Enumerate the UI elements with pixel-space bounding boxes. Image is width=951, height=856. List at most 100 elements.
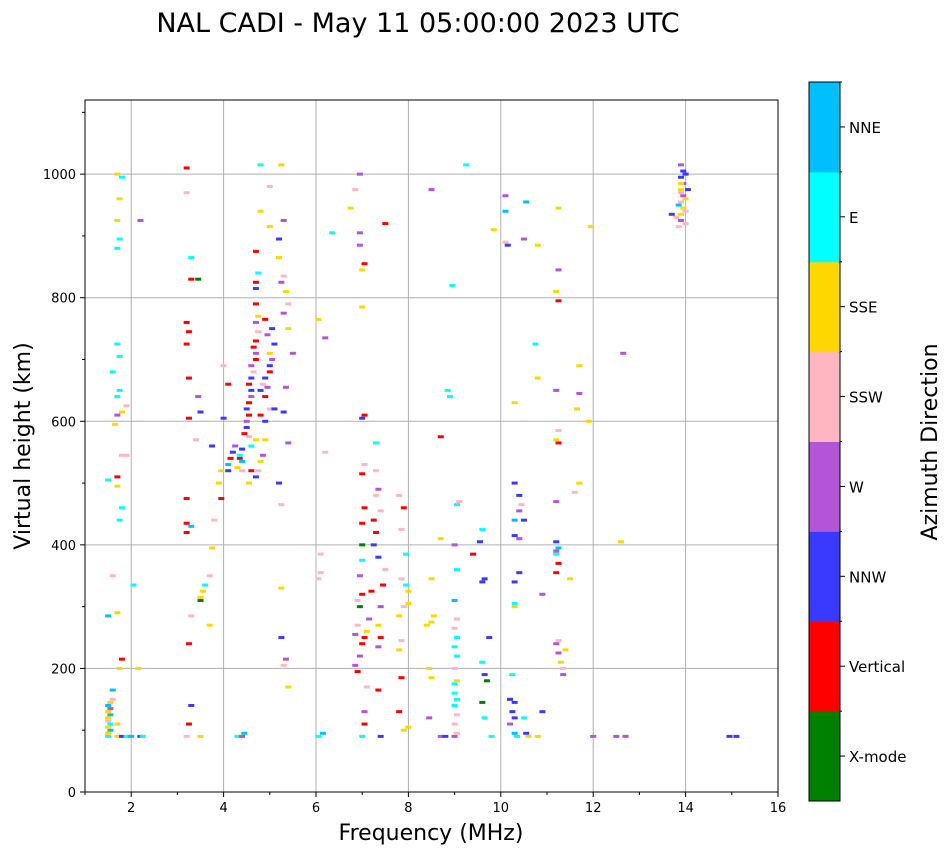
echo-point <box>620 351 627 355</box>
echo-point <box>183 166 190 170</box>
echo-point <box>361 413 368 417</box>
echo-point <box>278 163 285 167</box>
echo-point <box>511 481 518 485</box>
echo-point <box>534 734 541 738</box>
echo-point <box>511 534 518 538</box>
echo-point <box>375 623 382 627</box>
echo-point <box>105 719 112 723</box>
echo-point <box>266 225 273 229</box>
colorbar-label: SSE <box>849 299 878 317</box>
x-tick-label: 6 <box>312 801 320 816</box>
echo-point <box>109 574 116 578</box>
echo-point <box>366 617 373 621</box>
echo-point <box>449 283 456 287</box>
echo-point <box>352 188 359 192</box>
echo-point <box>430 614 437 618</box>
echo-point <box>209 546 216 550</box>
echo-point <box>361 262 368 266</box>
echo-point <box>118 506 125 510</box>
echo-point <box>248 395 255 399</box>
echo-point <box>239 734 246 738</box>
echo-point <box>555 561 562 565</box>
colorbar-segment <box>809 351 840 442</box>
echo-point <box>206 623 213 627</box>
echo-point <box>183 734 190 738</box>
echo-point <box>211 518 218 522</box>
echo-point <box>285 327 292 331</box>
echo-point <box>539 710 546 714</box>
echo-point <box>477 540 484 544</box>
echo-point <box>375 688 382 692</box>
echo-point <box>520 518 527 522</box>
echo-point <box>576 364 583 368</box>
echo-point <box>733 734 740 738</box>
echo-point <box>382 222 389 226</box>
echo-point <box>396 648 403 652</box>
echo-point <box>516 537 523 541</box>
echo-point <box>403 552 410 556</box>
echo-point <box>118 410 125 414</box>
echo-point <box>183 497 190 501</box>
echo-point <box>137 218 144 222</box>
echo-point <box>252 351 259 355</box>
echo-point <box>488 734 495 738</box>
colorbar-segment <box>809 441 840 532</box>
echo-point <box>437 537 444 541</box>
echo-point <box>373 441 380 445</box>
echo-point <box>516 509 523 513</box>
echo-point <box>363 685 370 689</box>
echo-point <box>682 222 689 226</box>
echo-point <box>183 191 190 195</box>
y-tick-label: 200 <box>51 662 76 677</box>
echo-point <box>250 370 257 374</box>
y-tick-label: 800 <box>51 292 76 307</box>
echo-point <box>356 574 363 578</box>
echo-point <box>317 571 324 575</box>
echo-point <box>571 490 578 494</box>
echo-point <box>479 700 486 704</box>
echo-point <box>677 163 684 167</box>
echo-point <box>553 642 560 646</box>
echo-point <box>280 311 287 315</box>
echo-point <box>359 543 366 547</box>
echo-point <box>617 540 624 544</box>
echo-point <box>225 469 232 473</box>
echo-point <box>680 194 687 198</box>
echo-point <box>560 666 567 670</box>
echo-point <box>507 697 514 701</box>
echo-point <box>359 268 366 272</box>
echo-point <box>523 200 530 204</box>
echo-point <box>252 339 259 343</box>
echo-point <box>257 459 264 463</box>
echo-point <box>481 577 488 581</box>
echo-point <box>199 589 206 593</box>
echo-point <box>266 185 273 188</box>
echo-point <box>520 237 527 241</box>
echo-point <box>553 290 560 294</box>
echo-point <box>507 722 514 726</box>
echo-point <box>280 410 287 414</box>
echo-point <box>405 725 412 729</box>
echo-point <box>123 404 130 408</box>
echo-point <box>246 401 253 405</box>
echo-point <box>382 568 389 572</box>
echo-point <box>396 710 403 714</box>
echo-point <box>188 524 195 528</box>
echo-point <box>523 731 530 735</box>
echo-point <box>511 700 518 704</box>
echo-point <box>553 571 560 575</box>
echo-point <box>218 497 225 501</box>
echo-point <box>105 731 112 735</box>
echo-point <box>352 632 359 636</box>
echo-point <box>375 487 382 491</box>
echo-point <box>107 713 114 717</box>
echo-point <box>109 697 116 701</box>
echo-point <box>428 620 435 624</box>
echo-point <box>677 200 684 204</box>
echo-point <box>359 416 366 420</box>
echo-point <box>259 453 266 457</box>
echo-point <box>396 493 403 497</box>
echo-point <box>511 605 518 609</box>
echo-point <box>516 571 523 575</box>
echo-point <box>398 639 405 643</box>
